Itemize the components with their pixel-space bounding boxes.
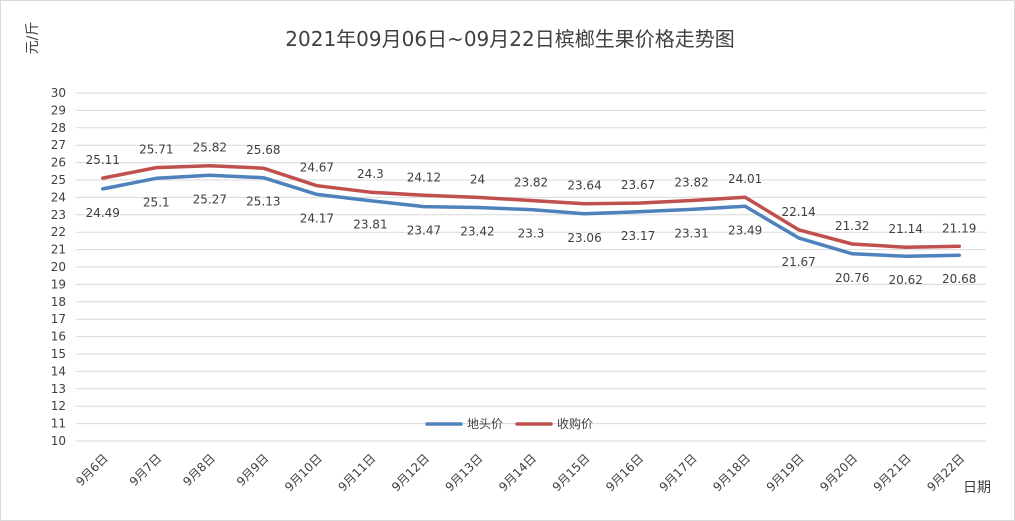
- data-label: 24.17: [300, 211, 334, 225]
- data-label: 23.49: [728, 223, 762, 237]
- data-label: 23.67: [621, 178, 655, 192]
- data-label: 20.68: [942, 272, 976, 286]
- data-label: 21.32: [835, 219, 869, 233]
- data-label: 23.64: [567, 179, 601, 193]
- y-tick-label: 20: [51, 260, 66, 274]
- x-axis-label: 日期: [963, 480, 991, 496]
- series-line-1: [101, 163, 961, 249]
- y-tick-label: 26: [51, 156, 66, 170]
- data-label: 20.62: [889, 273, 923, 287]
- data-label: 23.31: [674, 226, 708, 240]
- data-label: 24.12: [407, 170, 441, 184]
- y-tick-label: 30: [51, 86, 66, 100]
- data-label: 25.68: [246, 143, 280, 157]
- chart-title: 2021年09月06日~09月22日槟榔生果价格走势图: [285, 27, 734, 51]
- y-tick-label: 18: [51, 295, 66, 309]
- y-tick-label: 16: [51, 330, 66, 344]
- data-label: 25.11: [86, 153, 120, 167]
- y-tick-label: 25: [51, 173, 66, 187]
- data-label: 25.13: [246, 195, 280, 209]
- y-tick-label: 19: [51, 277, 66, 291]
- y-tick-label: 23: [51, 208, 66, 222]
- y-tick-label: 22: [51, 225, 66, 239]
- y-tick-label: 24: [51, 190, 66, 204]
- data-label: 21.14: [889, 222, 923, 236]
- data-label: 21.19: [942, 221, 976, 235]
- data-label: 23.06: [567, 231, 601, 245]
- data-label: 23.47: [407, 224, 441, 238]
- y-tick-label: 15: [51, 347, 66, 361]
- y-tick-label: 29: [51, 103, 66, 117]
- y-tick-label: 10: [51, 434, 66, 448]
- data-label: 22.14: [781, 205, 815, 219]
- y-axis-label: 元/斤: [25, 22, 41, 55]
- data-label: 24.3: [357, 167, 384, 181]
- data-label: 23.82: [674, 176, 708, 190]
- data-label: 25.71: [139, 143, 173, 157]
- data-label: 23.82: [514, 176, 548, 190]
- y-tick-label: 17: [51, 312, 66, 326]
- data-label: 21.67: [781, 255, 815, 269]
- data-label: 25.1: [143, 195, 170, 209]
- y-tick-label: 27: [51, 138, 66, 152]
- data-label: 23.17: [621, 229, 655, 243]
- series-line-0: [101, 173, 961, 258]
- data-label: 23.42: [460, 224, 494, 238]
- data-label: 24.49: [86, 206, 120, 220]
- data-label: 25.82: [193, 141, 227, 155]
- data-label: 20.76: [835, 271, 869, 285]
- data-label: 25.27: [193, 192, 227, 206]
- y-tick-label: 28: [51, 121, 66, 135]
- legend-label-1: 收购价: [557, 416, 593, 431]
- legend-label-0: 地头价: [467, 417, 503, 431]
- y-tick-label: 14: [51, 364, 66, 378]
- data-label: 24: [470, 172, 485, 186]
- data-label: 23.3: [518, 227, 545, 241]
- y-tick-label: 12: [51, 399, 66, 413]
- y-tick-label: 13: [51, 382, 66, 396]
- data-label: 24.01: [728, 172, 762, 186]
- data-label: 24.67: [300, 161, 334, 175]
- data-label: 23.81: [353, 218, 387, 232]
- y-tick-label: 11: [51, 417, 66, 431]
- y-tick-label: 21: [51, 243, 66, 257]
